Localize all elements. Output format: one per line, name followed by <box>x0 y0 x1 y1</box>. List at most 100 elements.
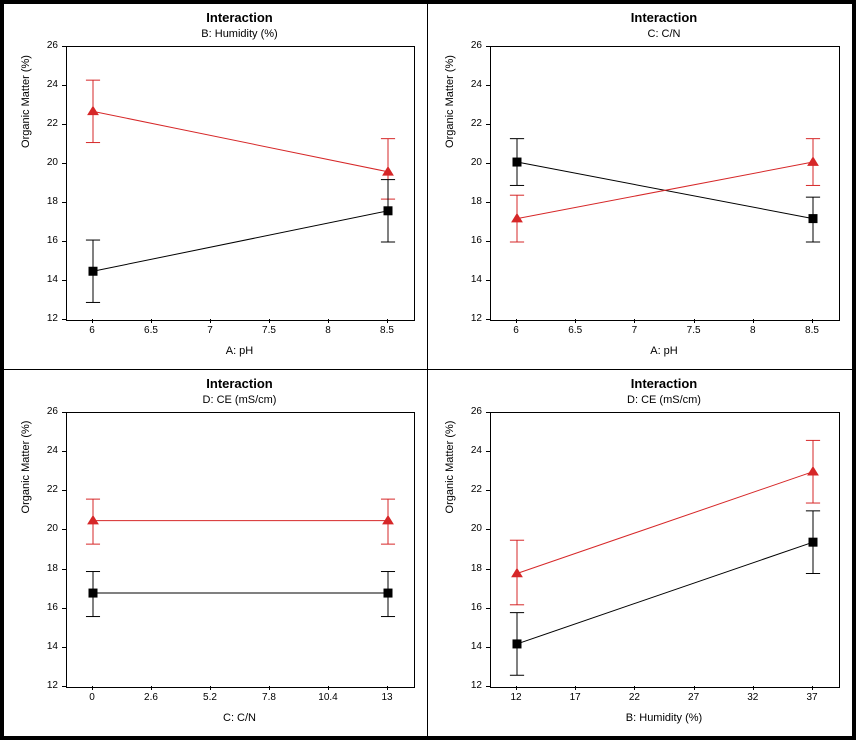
panel-title: Interaction <box>66 376 413 391</box>
x-tick-mark <box>575 319 576 323</box>
x-tick-label: 7 <box>190 325 230 336</box>
y-tick-label: 26 <box>428 406 482 417</box>
y-tick-mark <box>62 241 66 242</box>
x-tick-mark <box>151 686 152 690</box>
y-tick-label: 12 <box>4 313 58 324</box>
y-tick-mark <box>62 686 66 687</box>
y-tick-mark <box>486 85 490 86</box>
y-tick-label: 18 <box>428 196 482 207</box>
y-tick-mark <box>62 569 66 570</box>
panel-bottom-left: Interaction D: CE (mS/cm) Organic Matter… <box>4 370 428 736</box>
x-tick-label: 6.5 <box>131 325 171 336</box>
x-tick-mark <box>151 319 152 323</box>
x-tick-mark <box>210 319 211 323</box>
y-tick-label: 12 <box>4 680 58 691</box>
x-tick-mark <box>694 686 695 690</box>
figure-frame: Interaction B: Humidity (%) Organic Matt… <box>0 0 856 740</box>
y-tick-mark <box>62 412 66 413</box>
x-tick-mark <box>634 319 635 323</box>
y-tick-mark <box>486 412 490 413</box>
panel-grid: Interaction B: Humidity (%) Organic Matt… <box>4 4 852 736</box>
y-tick-label: 22 <box>428 484 482 495</box>
y-tick-label: 26 <box>428 40 482 51</box>
panel-bottom-right: Interaction D: CE (mS/cm) Organic Matter… <box>428 370 852 736</box>
x-tick-label: 7 <box>614 325 654 336</box>
y-tick-mark <box>486 686 490 687</box>
y-tick-label: 14 <box>428 274 482 285</box>
y-tick-mark <box>486 569 490 570</box>
y-tick-label: 16 <box>428 235 482 246</box>
y-tick-mark <box>486 202 490 203</box>
y-tick-mark <box>62 608 66 609</box>
y-tick-mark <box>62 124 66 125</box>
y-tick-label: 12 <box>428 680 482 691</box>
panel-title: Interaction <box>490 376 838 391</box>
y-tick-mark <box>62 490 66 491</box>
y-tick-mark <box>486 647 490 648</box>
panel-legend-label: D: CE (mS/cm) <box>490 394 838 406</box>
y-tick-label: 26 <box>4 40 58 51</box>
plot-svg <box>67 47 414 320</box>
y-tick-mark <box>486 490 490 491</box>
y-tick-mark <box>62 529 66 530</box>
x-tick-label: 6 <box>496 325 536 336</box>
x-tick-mark <box>634 686 635 690</box>
x-tick-label: 7.8 <box>249 692 289 703</box>
x-tick-label: 0 <box>72 692 112 703</box>
x-tick-mark <box>387 686 388 690</box>
y-tick-mark <box>486 241 490 242</box>
x-tick-mark <box>516 686 517 690</box>
y-tick-mark <box>62 85 66 86</box>
y-tick-label: 22 <box>428 118 482 129</box>
x-tick-label: 8 <box>733 325 773 336</box>
plot-svg <box>67 413 414 687</box>
x-tick-mark <box>328 319 329 323</box>
y-tick-label: 22 <box>4 484 58 495</box>
x-axis-label: B: Humidity (%) <box>490 712 838 724</box>
x-tick-label: 12 <box>496 692 536 703</box>
plot-area <box>490 412 840 688</box>
y-tick-label: 18 <box>4 563 58 574</box>
x-tick-mark <box>812 686 813 690</box>
x-tick-label: 8.5 <box>792 325 832 336</box>
y-tick-label: 16 <box>428 602 482 613</box>
y-tick-label: 14 <box>4 641 58 652</box>
x-tick-label: 13 <box>367 692 407 703</box>
y-tick-label: 24 <box>4 445 58 456</box>
y-tick-mark <box>62 202 66 203</box>
y-tick-label: 14 <box>4 274 58 285</box>
x-tick-mark <box>753 686 754 690</box>
x-tick-mark <box>92 686 93 690</box>
x-tick-label: 5.2 <box>190 692 230 703</box>
y-tick-label: 18 <box>428 563 482 574</box>
y-tick-label: 24 <box>4 79 58 90</box>
plot-area <box>66 46 415 321</box>
x-axis-label: A: pH <box>490 345 838 357</box>
y-tick-mark <box>62 319 66 320</box>
x-tick-label: 2.6 <box>131 692 171 703</box>
x-tick-label: 8 <box>308 325 348 336</box>
x-tick-mark <box>210 686 211 690</box>
y-tick-mark <box>486 319 490 320</box>
y-tick-mark <box>62 280 66 281</box>
x-tick-mark <box>694 319 695 323</box>
y-tick-label: 14 <box>428 641 482 652</box>
y-tick-label: 26 <box>4 406 58 417</box>
panel-legend-label: D: CE (mS/cm) <box>66 394 413 406</box>
x-tick-label: 37 <box>792 692 832 703</box>
x-tick-label: 32 <box>733 692 773 703</box>
y-tick-label: 24 <box>428 79 482 90</box>
x-tick-mark <box>269 686 270 690</box>
x-tick-mark <box>812 319 813 323</box>
y-tick-label: 24 <box>428 445 482 456</box>
plot-area <box>490 46 840 321</box>
y-tick-label: 18 <box>4 196 58 207</box>
x-tick-label: 27 <box>674 692 714 703</box>
y-tick-label: 12 <box>428 313 482 324</box>
plot-svg <box>491 413 839 687</box>
x-tick-label: 7.5 <box>249 325 289 336</box>
x-tick-label: 7.5 <box>674 325 714 336</box>
panel-top-right: Interaction C: C/N Organic Matter (%) A:… <box>428 4 852 370</box>
y-tick-label: 22 <box>4 118 58 129</box>
plot-area <box>66 412 415 688</box>
